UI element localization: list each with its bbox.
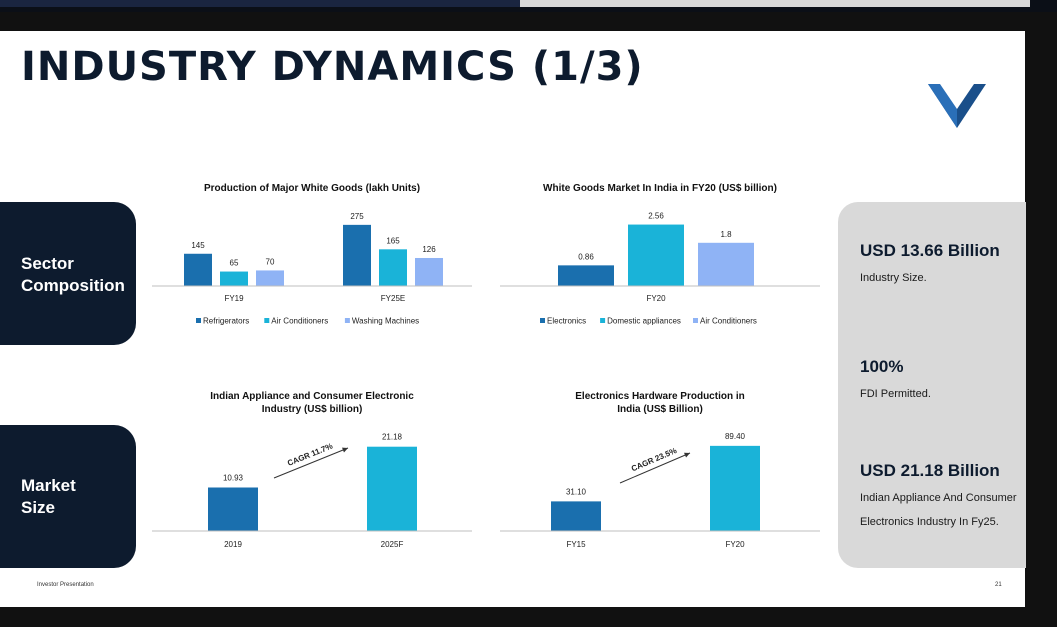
chart2-data-label: 2.56	[648, 212, 664, 221]
chart2-category-label: FY20	[646, 294, 666, 303]
chart3-cagr-arrow	[273, 447, 349, 479]
market-size-box: Market Size	[0, 425, 136, 568]
chart1-bar-air-conditioners-fy25e	[379, 249, 407, 286]
chart1-data-label: 126	[422, 245, 436, 254]
chart1-category-label: FY19	[224, 294, 244, 303]
chart3-title: Indian Appliance and Consumer Electronic…	[152, 390, 472, 416]
chart1-title: Production of Major White Goods (lakh Un…	[203, 183, 421, 194]
sector-label-line2: Composition	[21, 276, 125, 295]
stats-panel	[838, 202, 1026, 568]
chart2-data-label: 0.86	[578, 252, 594, 261]
chart4-category-label: FY15	[566, 540, 586, 549]
chart4-data-label: 31.10	[566, 487, 587, 496]
chart2-legend-label: Domestic appliances	[607, 317, 681, 326]
chart1-data-label: 275	[350, 212, 364, 221]
chart2-title: White Goods Market In India in FY20 (US$…	[543, 183, 777, 194]
stat-fdi-value: 100%	[860, 357, 904, 376]
stat-appliance-desc: Indian Appliance And Consumer Electronic…	[860, 492, 1017, 528]
chart2-legend-swatch	[540, 318, 545, 323]
chart4-cagr-label: CAGR 23.5%	[630, 446, 678, 473]
page-title: INDUSTRY DYNAMICS (1/3)	[21, 44, 644, 90]
top-strip	[0, 0, 1057, 12]
chart3-data-label: 10.93	[223, 473, 244, 482]
chart3-bar-2019	[208, 487, 258, 531]
chart1-data-label: 165	[386, 236, 400, 245]
footer-label: Investor Presentation	[37, 582, 94, 588]
stat-fdi-desc: FDI Permitted.	[860, 388, 931, 400]
chart2-legend-swatch	[693, 318, 698, 323]
chart1-legend-label: Refrigerators	[203, 317, 249, 326]
chart2-bar-domestic-appliances-fy20	[628, 224, 684, 286]
sector-composition-box: Sector Composition	[0, 202, 136, 345]
chart3-data-label: 21.18	[382, 433, 403, 442]
chart2-bar-electronics-fy20	[558, 265, 614, 286]
chart1-category-label: FY25E	[381, 294, 405, 303]
page-number: 21	[995, 582, 1002, 588]
chart2-data-label: 1.8	[720, 230, 732, 239]
chart1-legend-swatch	[264, 318, 270, 323]
chart1-bar-refrigerators-fy19	[184, 253, 212, 286]
market-label-line1: Market	[21, 476, 76, 495]
chart2-legend-label: Electronics	[547, 317, 586, 326]
stat-appliance-value: USD 21.18 Billion	[860, 461, 1000, 480]
logo-icon	[928, 84, 986, 128]
chart2-bar-air-conditioners-fy20	[698, 242, 754, 286]
chart2-legend-label: Air Conditioners	[700, 317, 757, 326]
chart4-cagr-arrow	[619, 452, 691, 484]
chart3-category-label: 2025F	[381, 540, 404, 549]
chart4-bar-fy15	[551, 501, 601, 531]
chart3-title-text: Indian Appliance and Consumer Electronic…	[210, 391, 414, 415]
stat-industry-size-value: USD 13.66 Billion	[860, 241, 1000, 260]
chart1-bar-refrigerators-fy25e	[343, 224, 371, 286]
chart1-bar-washing-machines-fy25e	[415, 257, 443, 286]
chart1-data-label: 145	[191, 241, 205, 250]
chart4-data-label: 89.40	[725, 432, 746, 441]
chart1-data-label: 70	[266, 257, 275, 266]
chart3-category-label: 2019	[224, 540, 242, 549]
chart-white-goods-production: 145 65 70 FY19 275 165 126 FY25E Refrigerators A…	[152, 212, 472, 326]
chart1-legend-swatch	[196, 318, 201, 323]
chart4-cagr-arrowhead	[684, 452, 690, 458]
chart1-bar-washing-machines-fy19	[256, 270, 284, 286]
chart-white-goods-market: 0.86 2.56 1.8 FY20 Electronics Domestic appl…	[500, 212, 820, 326]
chart4-bar-fy20	[710, 445, 760, 531]
chart3-bar-2025f	[367, 446, 417, 531]
chart3-cagr-arrowhead	[342, 447, 348, 453]
chart4-title-text: Electronics Hardware Production in India…	[575, 391, 745, 415]
chart4-title: Electronics Hardware Production in India…	[500, 390, 820, 416]
market-label-line2: Size	[21, 498, 56, 517]
chart-electronics-hardware: 31.10 FY15 89.40 FY20 CAGR 23.5%	[500, 432, 820, 549]
chart1-data-label: 65	[230, 259, 239, 268]
top-strip-light	[520, 0, 1030, 7]
chart4-category-label: FY20	[725, 540, 745, 549]
chart1-bar-air-conditioners-fy19	[220, 271, 248, 286]
chart1-legend-swatch	[344, 318, 350, 323]
top-strip-dark	[0, 0, 520, 7]
chart1-legend-label: Air Conditioners	[271, 317, 328, 326]
chart1-legend-label: Washing Machines	[352, 317, 419, 326]
sector-label-line1: Sector	[21, 254, 74, 273]
stat-industry-size-desc: Industry Size.	[860, 272, 927, 284]
chart2-legend-swatch	[600, 318, 606, 323]
